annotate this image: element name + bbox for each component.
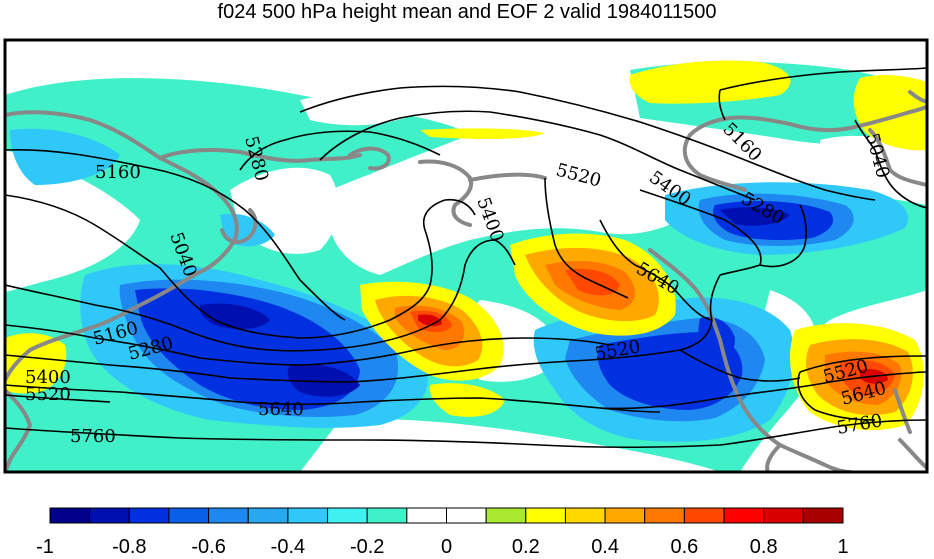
colorbar-swatch — [446, 507, 487, 524]
colorbar-tick-label: 0.8 — [749, 536, 778, 558]
colorbar-tick-label: -0.2 — [349, 536, 385, 558]
colorbar-swatch — [723, 507, 765, 524]
contour-label: 5640 — [258, 399, 304, 420]
colorbar-swatch — [485, 507, 527, 524]
colorbar-swatch — [802, 507, 844, 524]
colorbar-tick-label: -1 — [36, 536, 54, 558]
colorbar-swatch — [763, 507, 804, 524]
colorbar-swatch — [208, 507, 249, 524]
coastlines — [5, 90, 927, 472]
colorbar-swatch — [525, 507, 566, 524]
colorbar-swatch — [128, 507, 170, 524]
colorbar-tick-label: -0.8 — [112, 536, 147, 558]
colorbar — [49, 507, 844, 524]
colorbar-tick-label: 0.6 — [670, 536, 699, 558]
height-contours — [5, 67, 927, 449]
colorbar-swatch — [406, 507, 448, 524]
contour-label: 5160 — [95, 162, 141, 183]
colorbar-tick-label: -0.6 — [191, 536, 226, 558]
contour-label: 5760 — [70, 426, 116, 447]
colorbar-swatch — [604, 507, 646, 524]
colorbar-swatch — [89, 507, 130, 524]
contour-label: 5520 — [25, 384, 71, 405]
colorbar-swatch — [49, 507, 91, 524]
colorbar-swatch — [366, 507, 408, 524]
map-frame — [3, 38, 929, 474]
colorbar-tick-label: -0.4 — [270, 536, 306, 558]
colorbar-swatch — [564, 507, 606, 524]
colorbar-swatch — [247, 507, 289, 524]
colorbar-tick-label: 0 — [440, 536, 453, 558]
colorbar-swatch — [168, 507, 210, 524]
colorbar-tick-label: 0.2 — [511, 536, 540, 558]
colorbar-swatch — [327, 507, 368, 524]
field-neg-deepest — [199, 207, 790, 397]
colorbar-swatch — [683, 507, 725, 524]
colorbar-tick-label: 1 — [837, 536, 849, 558]
colorbar-tick-label: 0.4 — [591, 536, 619, 558]
colorbar-swatch — [644, 507, 685, 524]
contour-label: 5400 — [25, 367, 71, 388]
map-title: f024 500 hPa height mean and EOF 2 valid… — [217, 1, 717, 23]
colorbar-swatch — [287, 507, 329, 524]
